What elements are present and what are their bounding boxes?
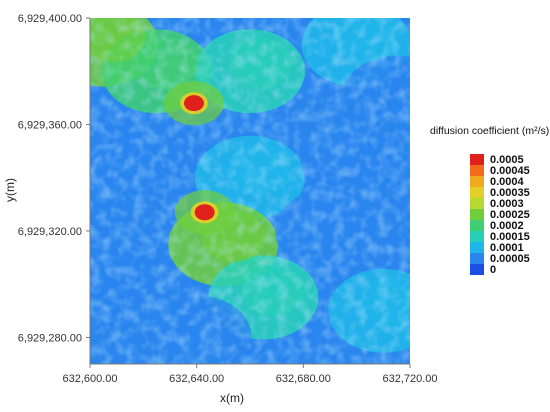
colorbar-swatch-6	[470, 220, 484, 231]
colorbar-swatch-8	[470, 242, 484, 253]
colorbar-label-1: 0.00045	[490, 165, 530, 177]
x-axis-ticks: 632,600.00 632,640.00 632,680.00 632,720.00	[62, 364, 438, 385]
colorbar-label-5: 0.00025	[490, 209, 530, 221]
colorbar-label-2: 0.0004	[490, 176, 525, 188]
y-tick-label-0: 6,929,280.00	[18, 332, 82, 344]
colorbar-label-7: 0.00015	[490, 231, 530, 243]
y-tick-label-2: 6,929,360.00	[18, 119, 82, 131]
colorbar-swatch-9	[470, 253, 484, 264]
x-tick-label-2: 632,680.00	[276, 373, 331, 385]
colorbar-label-10: 0	[490, 264, 496, 276]
colorbar-swatch-0	[470, 154, 484, 165]
y-axis-label: y(m)	[3, 178, 17, 202]
hotspots	[164, 81, 235, 235]
plot-area	[89, 18, 410, 365]
hotspot-0	[184, 95, 204, 112]
y-tick-label-1: 6,929,320.00	[18, 226, 82, 238]
colorbar-swatch-2	[470, 176, 484, 187]
colorbar-swatch-10	[470, 264, 484, 275]
colorbar-swatch-3	[470, 187, 484, 198]
texture-overlay	[90, 18, 410, 364]
colorbar-label-8: 0.0001	[490, 242, 524, 254]
colorbar-swatch-7	[470, 231, 484, 242]
colorbar-label-4: 0.0003	[490, 198, 524, 210]
colorbar-swatches: 0.00050.000450.00040.000350.00030.000250…	[470, 154, 530, 276]
x-tick-label-3: 632,720.00	[382, 373, 437, 385]
colorbar-title: diffusion coefficient (m²/s)	[430, 125, 549, 137]
hotspot-1	[194, 204, 215, 221]
colorbar-label-9: 0.00005	[490, 253, 530, 265]
x-axis-label: x(m)	[220, 391, 244, 405]
x-tick-label-1: 632,640.00	[169, 373, 224, 385]
colorbar-swatch-1	[470, 165, 484, 176]
y-tick-label-3: 6,929,400.00	[18, 13, 82, 25]
colorbar-label-3: 0.00035	[490, 187, 530, 199]
colorbar-label-0: 0.0005	[490, 154, 524, 166]
x-tick-label-0: 632,600.00	[62, 373, 117, 385]
y-axis-ticks: 6,929,280.00 6,929,320.00 6,929,360.00 6,92…	[18, 13, 90, 344]
colorbar-legend: diffusion coefficient (m²/s) 0.00050.000…	[430, 125, 549, 276]
colorbar-label-6: 0.0002	[490, 220, 524, 232]
colorbar-swatch-4	[470, 198, 484, 209]
colorbar-swatch-5	[470, 209, 484, 220]
